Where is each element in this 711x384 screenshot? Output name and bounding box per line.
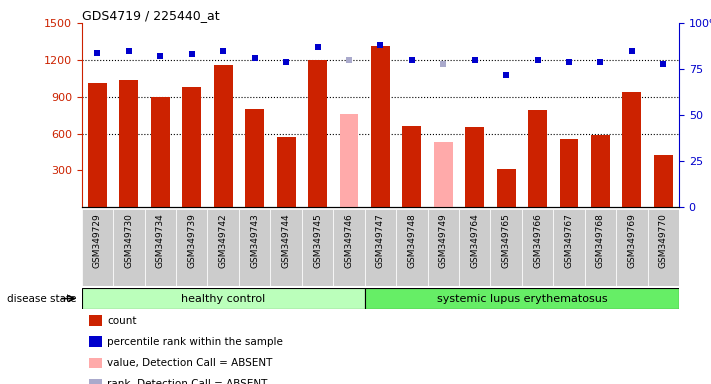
FancyBboxPatch shape	[144, 209, 176, 286]
Bar	[214, 65, 232, 207]
Bar	[402, 126, 421, 207]
Text: GSM349769: GSM349769	[627, 213, 636, 268]
FancyBboxPatch shape	[553, 209, 584, 286]
FancyBboxPatch shape	[396, 209, 427, 286]
Bar	[182, 87, 201, 207]
FancyBboxPatch shape	[208, 209, 239, 286]
Text: value, Detection Call = ABSENT: value, Detection Call = ABSENT	[107, 358, 273, 368]
FancyBboxPatch shape	[365, 209, 396, 286]
Bar	[245, 109, 264, 207]
FancyBboxPatch shape	[491, 209, 522, 286]
Bar	[340, 114, 358, 207]
FancyBboxPatch shape	[333, 209, 365, 286]
Text: count: count	[107, 316, 137, 326]
Text: GSM349730: GSM349730	[124, 213, 134, 268]
Text: GSM349749: GSM349749	[439, 213, 448, 268]
Text: GSM349746: GSM349746	[344, 213, 353, 268]
Bar	[591, 135, 610, 207]
Text: GSM349745: GSM349745	[313, 213, 322, 268]
FancyBboxPatch shape	[616, 209, 648, 286]
Text: systemic lupus erythematosus: systemic lupus erythematosus	[437, 293, 607, 304]
FancyBboxPatch shape	[239, 209, 270, 286]
FancyBboxPatch shape	[584, 209, 616, 286]
Text: GSM349744: GSM349744	[282, 213, 291, 268]
FancyBboxPatch shape	[427, 209, 459, 286]
Text: disease state: disease state	[7, 293, 77, 304]
FancyBboxPatch shape	[113, 209, 144, 286]
FancyBboxPatch shape	[82, 288, 365, 309]
Bar	[465, 127, 484, 207]
FancyBboxPatch shape	[82, 209, 113, 286]
Text: healthy control: healthy control	[181, 293, 265, 304]
Bar	[434, 142, 453, 207]
Text: GSM349729: GSM349729	[93, 213, 102, 268]
Bar	[560, 139, 579, 207]
Text: GSM349734: GSM349734	[156, 213, 165, 268]
Text: GSM349739: GSM349739	[187, 213, 196, 268]
Text: GSM349770: GSM349770	[659, 213, 668, 268]
Text: GSM349766: GSM349766	[533, 213, 542, 268]
Bar	[654, 154, 673, 207]
Text: GSM349743: GSM349743	[250, 213, 259, 268]
Bar	[151, 97, 170, 207]
FancyBboxPatch shape	[522, 209, 553, 286]
FancyBboxPatch shape	[176, 209, 208, 286]
FancyBboxPatch shape	[459, 209, 491, 286]
FancyBboxPatch shape	[648, 209, 679, 286]
Text: GSM349748: GSM349748	[407, 213, 417, 268]
Bar	[497, 169, 515, 207]
Bar	[308, 60, 327, 207]
FancyBboxPatch shape	[270, 209, 301, 286]
Text: GDS4719 / 225440_at: GDS4719 / 225440_at	[82, 9, 220, 22]
Text: percentile rank within the sample: percentile rank within the sample	[107, 337, 283, 347]
Bar	[88, 83, 107, 207]
Text: GSM349764: GSM349764	[470, 213, 479, 268]
Text: GSM349742: GSM349742	[219, 213, 228, 268]
Bar	[622, 92, 641, 207]
Text: rank, Detection Call = ABSENT: rank, Detection Call = ABSENT	[107, 379, 268, 384]
Text: GSM349768: GSM349768	[596, 213, 605, 268]
Text: GSM349767: GSM349767	[565, 213, 574, 268]
Bar	[119, 79, 139, 207]
Text: GSM349765: GSM349765	[502, 213, 510, 268]
Bar	[277, 137, 296, 207]
Bar	[371, 46, 390, 207]
FancyBboxPatch shape	[365, 288, 679, 309]
Text: GSM349747: GSM349747	[376, 213, 385, 268]
FancyBboxPatch shape	[301, 209, 333, 286]
Bar	[528, 110, 547, 207]
